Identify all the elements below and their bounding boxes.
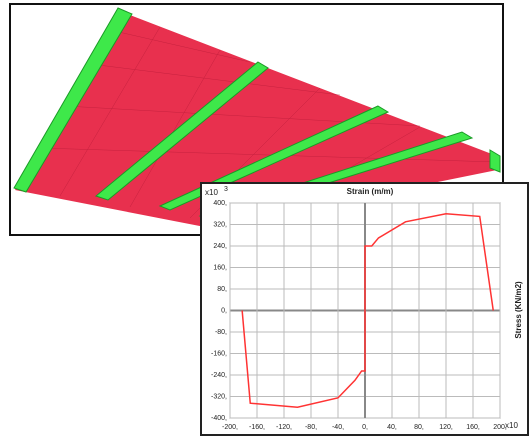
y-tick-label: -320, bbox=[211, 393, 227, 400]
x-tick-label: -80, bbox=[305, 424, 317, 431]
x-axis-title: Strain (m/m) bbox=[347, 187, 394, 196]
x-tick-label: 40, bbox=[387, 424, 397, 431]
x-tick-label: -40, bbox=[332, 424, 344, 431]
y-tick-label: 0, bbox=[221, 307, 227, 314]
x-multiplier: x10 bbox=[505, 421, 518, 430]
y-multiplier: x10 bbox=[205, 188, 218, 197]
y-exponent: 3 bbox=[224, 186, 228, 193]
x-tick-label: 160, bbox=[466, 424, 480, 431]
x-tick-label: 0, bbox=[362, 424, 368, 431]
y-tick-label: -240, bbox=[211, 372, 227, 379]
y-axis-title: Stress (KN/m2) bbox=[514, 281, 523, 339]
x-tick-label: 80, bbox=[414, 424, 424, 431]
y-tick-label: 80, bbox=[217, 286, 227, 293]
screenshot: Strain (m/m) x10 3 x10 Stress (KN/m2) -4… bbox=[0, 0, 529, 436]
x-tick-label: -200, bbox=[222, 424, 238, 431]
y-tick-label: 320, bbox=[213, 221, 227, 228]
y-tick-label: -160, bbox=[211, 350, 227, 357]
y-tick-label: 400, bbox=[213, 200, 227, 207]
y-tick-label: 240, bbox=[213, 243, 227, 250]
page: {"chart_data": {"type": "line", "x_label… bbox=[0, 0, 529, 436]
x-tick-label: -120, bbox=[276, 424, 292, 431]
y-tick-label: -80, bbox=[215, 329, 227, 336]
y-tick-label: -400, bbox=[211, 415, 227, 422]
y-tick-label: 160, bbox=[213, 264, 227, 271]
x-tick-label: -160, bbox=[249, 424, 265, 431]
x-tick-label: 200, bbox=[493, 424, 507, 431]
x-tick-label: 120, bbox=[439, 424, 453, 431]
